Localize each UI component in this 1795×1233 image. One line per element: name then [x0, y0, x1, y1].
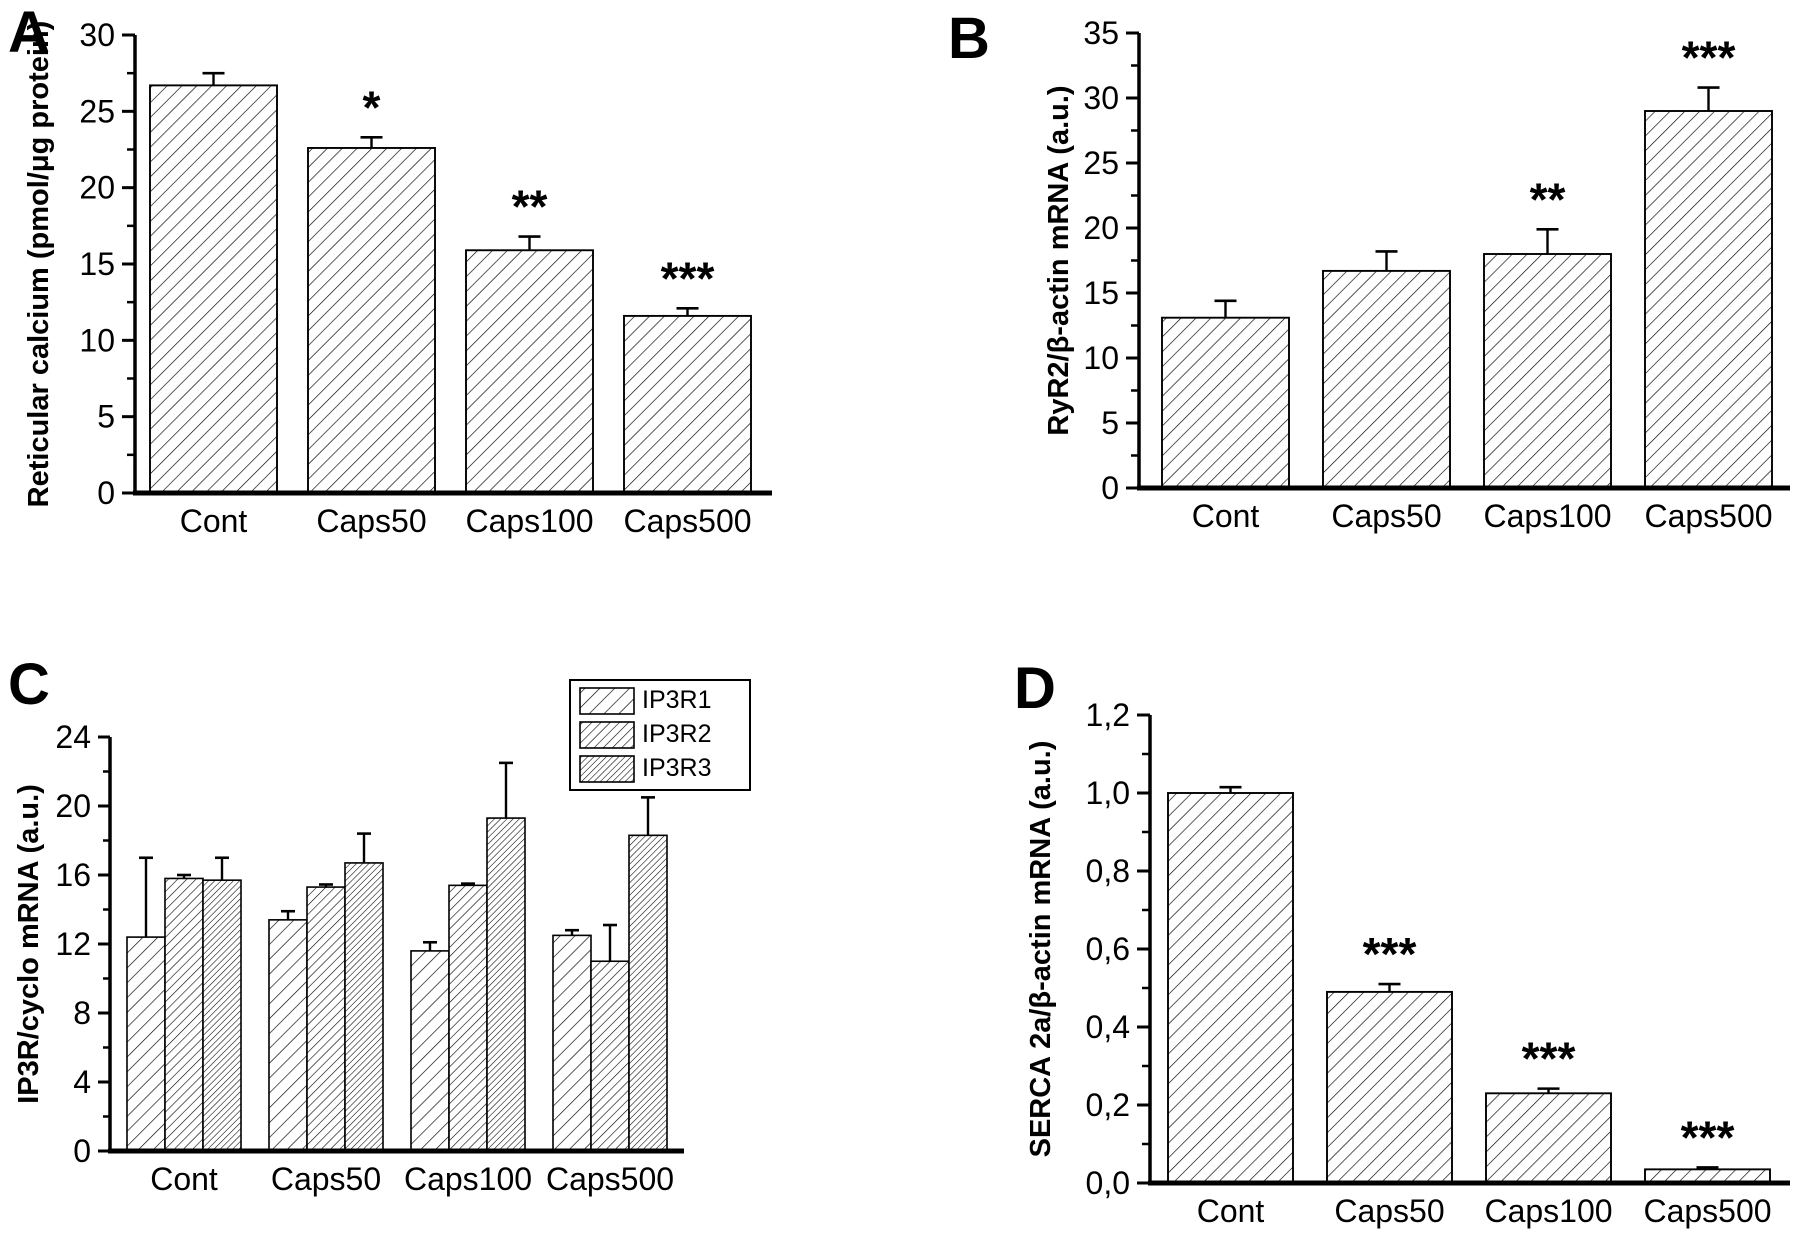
bar: [1167, 792, 1294, 1184]
panel-letter-a: A: [8, 0, 51, 65]
y-tick-label: 0,0: [1086, 1165, 1130, 1201]
y-tick-label: 16: [55, 857, 91, 893]
y-tick-label: 20: [55, 788, 91, 824]
legend-label: IP3R1: [642, 686, 711, 714]
bar: [268, 919, 308, 1152]
bar: [1644, 110, 1773, 489]
y-tick-label: 1,0: [1086, 775, 1130, 811]
legend-swatch: [579, 687, 635, 715]
x-category-label: Caps100: [1484, 1193, 1612, 1229]
significance-marker: ***: [1682, 32, 1736, 84]
y-tick-label: 24: [55, 719, 91, 755]
x-category-label: Caps50: [316, 503, 426, 539]
chart-d: Cont *** Caps50 *** Caps100 *** Caps500 0,0 0,2 0…: [1025, 697, 1790, 1229]
y-tick-label: 10: [1083, 340, 1119, 376]
x-category-label: Caps50: [271, 1161, 381, 1197]
bar: [202, 879, 242, 1152]
y-tick-label: 0: [97, 475, 115, 511]
y-tick-label: 0,4: [1086, 1009, 1130, 1045]
y-tick-label: 5: [1101, 405, 1119, 441]
y-tick-label: 12: [55, 926, 91, 962]
y-axis-title: Reticular calcium (pmol/μg protein): [23, 21, 55, 508]
bar: [1161, 316, 1290, 489]
y-axis-title: RyR2/β-actin mRNA (a.u.): [1043, 85, 1075, 435]
bar: [149, 84, 278, 494]
y-tick-label: 0: [73, 1133, 91, 1169]
bar: [1483, 253, 1612, 489]
significance-marker: ***: [1522, 1033, 1576, 1085]
x-category-label: Cont: [150, 1161, 218, 1197]
y-tick-label: 4: [73, 1064, 91, 1100]
bar: [486, 817, 526, 1152]
x-category-label: Caps100: [404, 1161, 532, 1197]
x-category-label: Caps500: [1644, 498, 1772, 534]
y-tick-label: 20: [79, 170, 115, 206]
bar: [1485, 1092, 1612, 1184]
y-tick-label: 30: [79, 17, 115, 53]
x-category-label: Caps500: [1643, 1193, 1771, 1229]
x-category-label: Cont: [1192, 498, 1260, 534]
bar: [465, 249, 594, 494]
bar: [590, 960, 630, 1152]
bar: [410, 950, 450, 1152]
y-tick-label: 0,6: [1086, 931, 1130, 967]
x-category-label: Cont: [1197, 1193, 1265, 1229]
bar: [164, 877, 204, 1152]
y-axis-title: IP3R/cyclo mRNA (a.u.): [13, 784, 45, 1104]
panel-letter-d: D: [1014, 656, 1057, 721]
x-category-label: Caps500: [623, 503, 751, 539]
chart-b: Cont Caps50 ** Caps100 *** Caps500 0 5 10 15 20 25 3…: [1043, 15, 1790, 534]
chart-c: Cont Caps50 Caps100 Caps500 0 4 8 12 16 20 24 IP3R/…: [13, 679, 751, 1197]
legend: IP3R1 IP3R2 IP3R3: [569, 679, 751, 791]
bar: [623, 314, 752, 494]
y-tick-label: 15: [1083, 275, 1119, 311]
y-tick-label: 0,8: [1086, 853, 1130, 889]
x-category-label: Caps500: [546, 1161, 674, 1197]
legend-swatch: [579, 721, 635, 749]
bar: [344, 862, 384, 1152]
x-category-label: Caps50: [1334, 1193, 1444, 1229]
significance-marker: **: [1530, 173, 1566, 225]
bar: [1326, 990, 1453, 1184]
y-tick-label: 35: [1083, 15, 1119, 51]
bar: [126, 936, 166, 1152]
bar: [552, 934, 592, 1152]
y-tick-label: 0: [1101, 470, 1119, 506]
x-category-label: Caps50: [1331, 498, 1441, 534]
panel-letter-b: B: [948, 6, 991, 71]
y-tick-label: 25: [79, 93, 115, 129]
legend-swatch: [579, 755, 635, 783]
significance-marker: **: [512, 181, 548, 233]
y-tick-label: 0,2: [1086, 1087, 1130, 1123]
bar: [448, 884, 488, 1152]
bar: [306, 886, 346, 1152]
y-tick-label: 5: [97, 399, 115, 435]
y-axis-title: SERCA 2a/β-actin mRNA (a.u.): [1025, 741, 1057, 1158]
x-category-label: Caps100: [1483, 498, 1611, 534]
legend-label: IP3R2: [642, 720, 711, 748]
bar: [307, 147, 436, 494]
significance-marker: ***: [661, 252, 715, 304]
bar: [1322, 269, 1451, 489]
significance-marker: ***: [1363, 928, 1417, 980]
panel-letter-c: C: [8, 652, 51, 717]
significance-marker: ***: [1681, 1111, 1735, 1163]
significance-marker: *: [363, 81, 381, 133]
x-category-label: Caps100: [465, 503, 593, 539]
y-tick-label: 8: [73, 995, 91, 1031]
y-tick-label: 1,2: [1086, 697, 1130, 733]
y-tick-label: 10: [79, 322, 115, 358]
legend-label: IP3R3: [642, 754, 711, 782]
bar: [628, 834, 668, 1152]
x-category-label: Cont: [180, 503, 248, 539]
y-tick-label: 25: [1083, 145, 1119, 181]
y-tick-label: 15: [79, 246, 115, 282]
y-tick-label: 30: [1083, 80, 1119, 116]
chart-a: Cont * Caps50 ** Caps100 *** Caps500 0 5 10 15 20 25…: [23, 17, 772, 539]
y-tick-label: 20: [1083, 210, 1119, 246]
